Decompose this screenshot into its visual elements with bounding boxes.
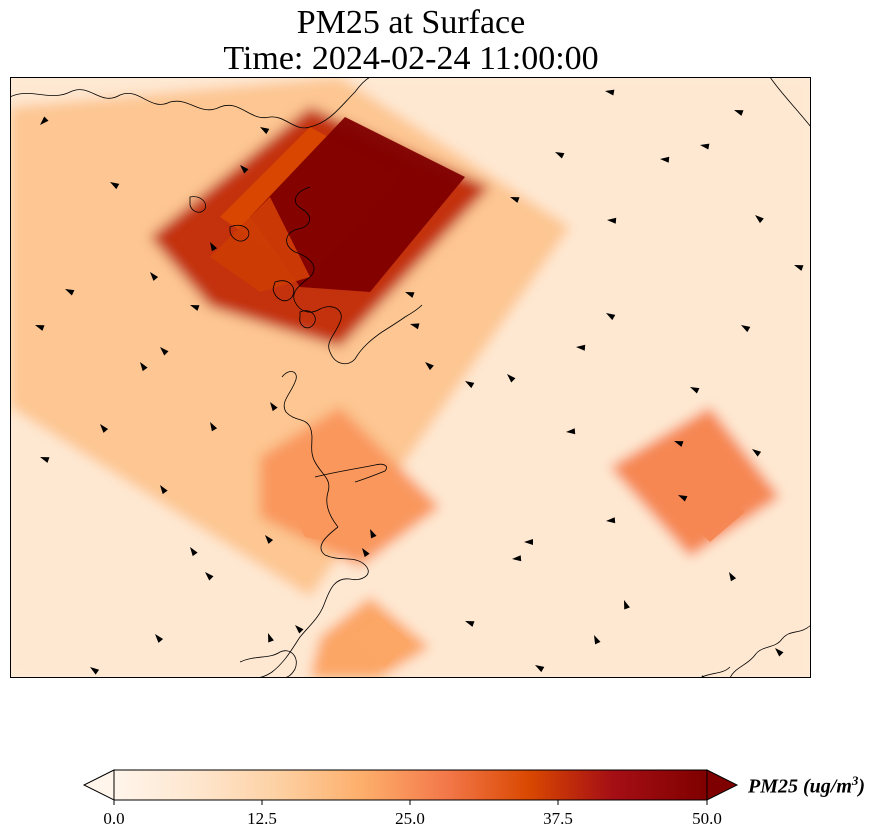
coastline-segment — [769, 77, 811, 128]
map-title: PM25 at Surface — [296, 4, 526, 41]
wind-arrow — [465, 621, 475, 627]
coastline-segment — [10, 77, 371, 129]
wind-arrow — [576, 344, 586, 351]
wind-arrow — [512, 555, 522, 562]
grid-cell — [250, 117, 465, 292]
wind-arrow — [741, 325, 751, 333]
wind-arrow — [606, 313, 616, 321]
colorbar-min-extend — [82, 769, 115, 801]
wind-arrow — [752, 449, 762, 457]
wind-arrow — [566, 428, 576, 435]
colorbar — [82, 769, 739, 805]
wind-arrow — [606, 517, 616, 524]
wind-arrow — [594, 635, 601, 645]
wind-arrow — [729, 572, 737, 582]
map-frame — [10, 77, 811, 678]
wind-arrow — [425, 362, 434, 371]
wind-arrow — [674, 441, 684, 447]
grid-cell — [210, 197, 310, 292]
wind-arrow — [90, 667, 100, 675]
wind-arrow — [268, 633, 274, 643]
colorbar-tick-label: 12.5 — [247, 809, 277, 828]
wind-arrow — [370, 529, 377, 539]
wind-arrow — [190, 305, 200, 311]
coastline-segment — [189, 196, 207, 213]
coastline-segment — [314, 463, 387, 483]
wind-arrow — [150, 272, 159, 281]
coastline — [10, 77, 811, 678]
wind-arrow — [160, 485, 168, 495]
wind-arrow — [624, 600, 630, 610]
colorbar-tick-marks — [113, 800, 708, 805]
wind-arrow — [690, 387, 700, 394]
wind-arrow — [140, 362, 148, 372]
wind-arrow — [40, 116, 49, 125]
colorbar-tick-label: 37.5 — [543, 809, 573, 828]
field-patch-south-east — [610, 407, 780, 557]
wind-arrow — [210, 242, 218, 252]
colorbar-gradient — [113, 769, 708, 801]
wind-arrow — [678, 495, 688, 502]
colorbar-label: PM25 (ug/m3) — [748, 773, 865, 799]
coastline-segment — [254, 526, 369, 678]
wind-arrow — [524, 539, 533, 545]
wind-arrow — [755, 215, 764, 224]
wind-arrow — [465, 381, 475, 389]
wind-arrow — [510, 197, 520, 203]
wind-arrow — [270, 402, 278, 412]
grid-cell — [675, 482, 745, 542]
wind-arrow — [734, 110, 744, 116]
colorbar-label-exponent: 3 — [851, 773, 859, 788]
coastline-segment — [239, 650, 297, 678]
wind-arrow — [405, 292, 415, 298]
coastline-segment — [272, 280, 295, 302]
concentration-cells — [210, 117, 745, 667]
colorbar-label-close: ) — [858, 775, 866, 798]
wind-arrow — [155, 634, 164, 643]
wind-arrow — [410, 323, 420, 330]
colorbar-label-main: PM25 (ug/m — [748, 775, 852, 798]
wind-arrow — [210, 422, 218, 432]
pm25-map — [10, 77, 811, 678]
wind-arrow — [40, 457, 50, 463]
coastline-segment — [229, 224, 250, 242]
wind-arrow — [265, 535, 274, 544]
coastline-segment — [729, 624, 811, 678]
coastline-segment — [354, 304, 423, 360]
wind-arrow — [555, 152, 565, 159]
wind-arrow — [160, 347, 169, 356]
wind-arrow — [260, 127, 270, 135]
wind-arrow — [362, 548, 370, 558]
coastline-segment — [299, 310, 316, 329]
wind-arrow — [507, 374, 516, 383]
colorbar-tick-label: 0.0 — [103, 809, 125, 828]
coastline-segment — [281, 371, 339, 528]
wind-arrow — [100, 424, 109, 433]
wind-arrow — [535, 665, 545, 673]
grid-cell — [295, 472, 395, 547]
colorbar-tick-label: 25.0 — [395, 809, 425, 828]
grid-cell — [350, 617, 410, 667]
wind-arrow — [190, 547, 198, 557]
wind-arrow — [700, 143, 710, 150]
wind-arrow — [775, 648, 784, 657]
coastline-segment — [286, 186, 356, 365]
wind-arrow — [295, 625, 304, 634]
colorbar-max-extend — [706, 769, 739, 801]
colorbar-tick-label: 50.0 — [692, 809, 722, 828]
wind-arrow — [205, 572, 214, 581]
wind-arrow — [605, 89, 615, 96]
wind-arrow — [660, 156, 670, 163]
wind-arrow — [607, 217, 617, 224]
wind-arrow — [35, 325, 45, 331]
map-timestamp: Time: 2024-02-24 11:00:00 — [223, 40, 599, 77]
wind-arrow — [794, 265, 804, 271]
wind-arrow — [110, 182, 120, 190]
wind-arrow — [65, 289, 75, 296]
